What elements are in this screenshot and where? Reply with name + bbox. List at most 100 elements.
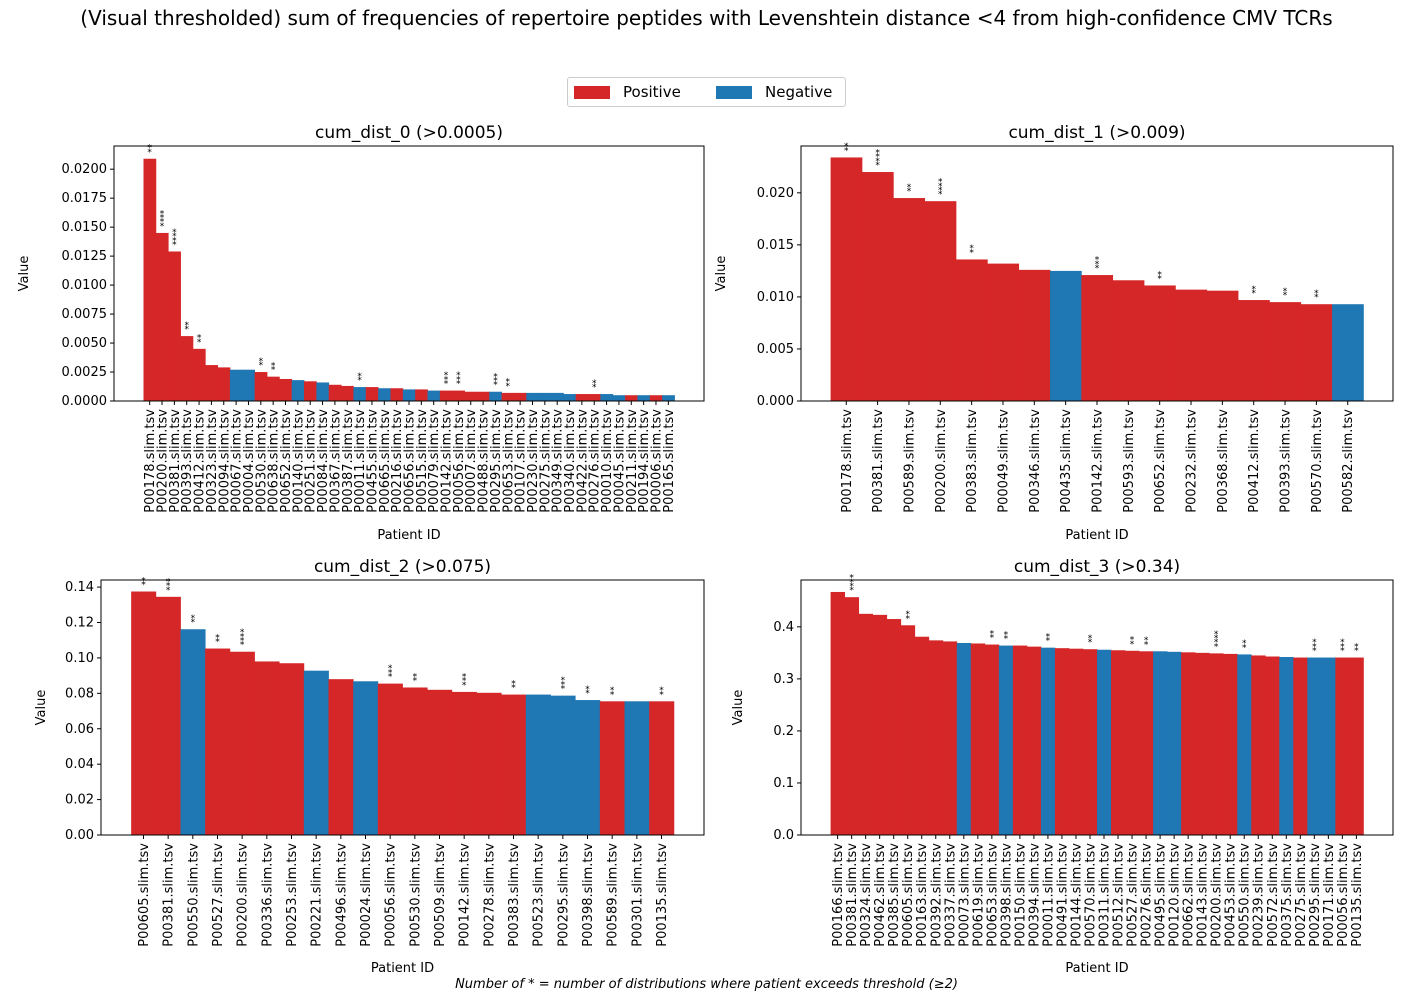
y-tick-label: 0.08 [65, 686, 94, 701]
x-tick-label: P00381.slim.tsv [871, 409, 886, 513]
bar [1097, 649, 1112, 835]
x-tick-label: P00394.slim.tsv [1027, 843, 1042, 947]
x-tick-label: P00107.slim.tsv [514, 409, 529, 513]
x-tick-label: P00653.slim.tsv [985, 843, 1000, 947]
bar [956, 642, 972, 835]
bar [1332, 304, 1364, 401]
y-tick-label: 0.02 [65, 793, 94, 808]
x-tick-label: P00619.slim.tsv [971, 843, 986, 947]
x-tick-label: P00323.slim.tsv [205, 409, 220, 513]
bar [649, 395, 663, 401]
x-tick-label: P00367.slim.tsv [328, 409, 343, 513]
star-label: ** [1242, 639, 1247, 653]
bar [624, 701, 650, 835]
x-tick-label: P00422.slim.tsv [575, 409, 590, 513]
bar [1112, 280, 1145, 401]
star-label: ** [259, 357, 264, 371]
x-tick-label: P00144.slim.tsv [1069, 843, 1084, 947]
legend: Positive Negative [567, 77, 846, 107]
x-axis-label: Patient ID [371, 961, 434, 976]
bar [551, 392, 564, 401]
bar [1237, 654, 1252, 835]
y-tick-label: 0.020 [757, 186, 794, 201]
bar [217, 367, 231, 401]
bar [328, 384, 342, 401]
x-tick-label: P00165.slim.tsv [662, 409, 677, 513]
x-tick-label: P00278.slim.tsv [482, 843, 497, 947]
x-tick-label: P00662.slim.tsv [1182, 843, 1197, 947]
bar [131, 591, 157, 835]
bar [180, 629, 206, 835]
bar [984, 644, 1000, 835]
x-tick-label: P00455.slim.tsv [365, 409, 380, 513]
x-tick-label: P00011.slim.tsv [353, 409, 368, 513]
star-label: *** [444, 371, 449, 389]
x-tick-label: P00368.slim.tsv [1216, 409, 1231, 513]
y-tick-label: 0.0150 [62, 220, 108, 235]
x-tick-label: P00656.slim.tsv [403, 409, 418, 513]
x-tick-label: P00049.slim.tsv [996, 409, 1011, 513]
y-tick-label: 0.3 [773, 672, 794, 687]
x-tick-label: P00140.slim.tsv [291, 409, 306, 513]
star-label: ** [147, 144, 152, 158]
x-tick-label: P00340.slim.tsv [563, 409, 578, 513]
x-tick-label: P00337.slim.tsv [943, 843, 958, 947]
bar [1054, 648, 1070, 835]
x-tick-label: P00385.slim.tsv [887, 843, 902, 947]
star-label: ** [184, 321, 189, 335]
bar [192, 348, 206, 401]
x-tick-label: P00496.slim.tsv [334, 843, 349, 947]
bar [1251, 655, 1266, 835]
bar [924, 201, 957, 401]
x-tick-label: P00393.slim.tsv [1279, 409, 1294, 513]
bar [303, 670, 329, 835]
star-label: ** [1251, 285, 1256, 299]
x-tick-label: P00383.slim.tsv [965, 409, 980, 513]
x-tick-label: P00515.slim.tsv [415, 409, 430, 513]
bar [143, 158, 157, 401]
bar [353, 681, 379, 835]
x-tick-label: P00392.slim.tsv [929, 843, 944, 947]
x-tick-label: P00079.slim.tsv [427, 409, 442, 513]
subplot-3: ******** ** ** ** ** ****** ******** **0.00.10.… [731, 557, 1394, 976]
star-label: ** [1088, 634, 1093, 648]
bar [1181, 652, 1196, 835]
x-tick-label: P00142.slim.tsv [1091, 409, 1106, 513]
y-tick-label: 0.0125 [62, 249, 108, 264]
x-tick-label: P00512.slim.tsv [1112, 843, 1127, 947]
star-label: *** [1340, 638, 1345, 656]
bar [844, 597, 860, 835]
bar [1307, 657, 1322, 835]
bar [266, 376, 280, 401]
star-label: ** [141, 576, 146, 590]
x-tick-label: P00550.slim.tsv [186, 843, 201, 947]
star-label: ** [990, 629, 995, 643]
star-label: **** [938, 178, 943, 201]
bar [563, 394, 577, 401]
x-tick-label: P00523.slim.tsv [532, 843, 547, 947]
bar [942, 641, 958, 835]
bar [279, 378, 293, 401]
suptitle: (Visual thresholded) sum of frequencies … [80, 6, 1333, 30]
bar [378, 388, 391, 401]
star-label: *** [166, 577, 171, 595]
y-tick-label: 0.015 [757, 238, 794, 253]
x-tick-label: P00295.slim.tsv [556, 843, 571, 947]
star-label: ** [511, 679, 516, 693]
legend-item-negative: Negative [716, 83, 832, 101]
bar [229, 369, 243, 401]
bar [1012, 645, 1028, 835]
x-tick-label: P00412.slim.tsv [1247, 409, 1262, 513]
bar [279, 663, 305, 835]
bar [1206, 290, 1239, 401]
star-label: ** [506, 378, 511, 392]
star-label: ** [1157, 270, 1162, 284]
bar [427, 390, 441, 401]
x-tick-label: P00435.slim.tsv [1059, 409, 1074, 513]
bar [649, 701, 675, 835]
star-label: ** [215, 633, 220, 647]
bar [1144, 285, 1176, 401]
x-tick-label: P00010.slim.tsv [600, 409, 615, 513]
x-tick-label: P00276.slim.tsv [588, 409, 603, 513]
x-tick-label: P00381.slim.tsv [168, 409, 183, 513]
